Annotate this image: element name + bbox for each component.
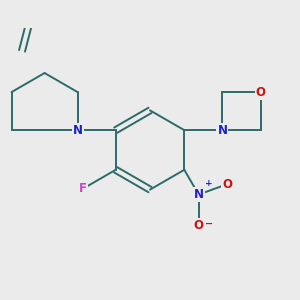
Text: N: N [73, 124, 82, 137]
Text: F: F [79, 182, 87, 195]
Text: −: − [206, 218, 214, 229]
Text: O: O [194, 218, 204, 232]
Text: O: O [222, 178, 232, 190]
Text: N: N [194, 188, 204, 201]
Text: O: O [256, 85, 266, 99]
Text: N: N [218, 124, 227, 137]
Text: +: + [206, 179, 213, 188]
